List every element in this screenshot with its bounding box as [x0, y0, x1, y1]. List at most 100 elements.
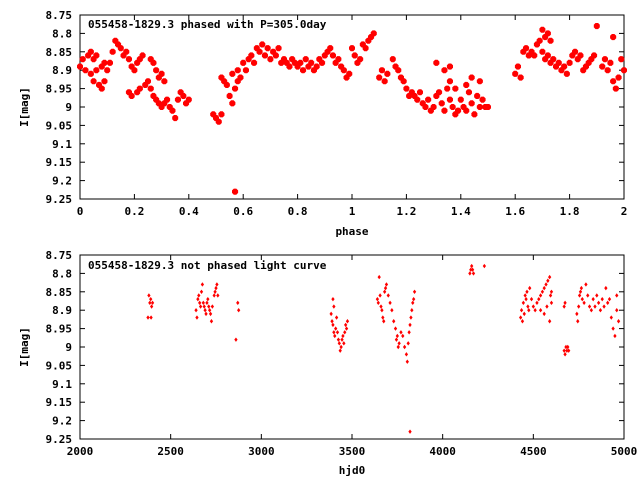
data-point	[602, 304, 606, 309]
data-point	[578, 289, 583, 294]
data-point	[150, 59, 157, 66]
data-point	[408, 429, 412, 434]
data-point	[185, 96, 192, 103]
data-point	[544, 52, 551, 59]
unphased-x-tick-label: 5000	[611, 445, 638, 458]
unphased-x-tick-label: 2500	[157, 445, 184, 458]
data-point	[517, 74, 524, 81]
data-point	[376, 74, 383, 81]
data-point	[213, 289, 217, 294]
data-point	[538, 293, 543, 298]
data-point	[575, 311, 579, 317]
data-point	[548, 293, 553, 298]
data-point	[566, 59, 573, 66]
data-point	[149, 304, 154, 309]
data-point	[147, 293, 151, 298]
data-point	[555, 59, 562, 66]
data-point	[535, 300, 539, 306]
data-point	[441, 107, 448, 114]
phased-y-tick-label: 8.85	[46, 46, 73, 59]
data-point	[468, 74, 475, 81]
data-point	[465, 89, 472, 96]
data-point	[562, 348, 566, 353]
data-point	[349, 45, 355, 52]
data-point	[297, 59, 304, 66]
data-point	[336, 337, 341, 342]
data-point	[604, 285, 608, 291]
phased-y-tick-label: 9.1	[52, 138, 72, 151]
data-point	[601, 56, 608, 63]
phased-axis-ticks: 0 0.2 0.4 0.6 0.8 1 1.2 1.4 1.6 1.8 2 8.75 8.8 8.85 8.…	[46, 9, 628, 218]
data-point	[610, 78, 617, 85]
data-point	[383, 285, 388, 291]
data-point	[514, 63, 521, 70]
phased-plot-panel: 055458-1829.3 phased with P=305.0day pha…	[18, 9, 627, 238]
data-point	[412, 289, 417, 294]
data-point	[607, 59, 614, 66]
unphased-y-tick-label: 9.05	[46, 359, 73, 372]
data-point	[232, 188, 239, 195]
data-point	[417, 89, 423, 96]
data-point	[523, 45, 530, 52]
data-point	[195, 315, 199, 320]
data-point	[147, 85, 154, 92]
data-point	[527, 308, 531, 313]
data-point	[399, 330, 403, 335]
phased-y-tick-label: 9.25	[46, 193, 73, 206]
data-point	[210, 304, 215, 309]
data-point	[537, 296, 541, 302]
data-point	[520, 319, 525, 324]
data-point	[381, 78, 388, 85]
unphased-plot-panel: 055458-1829.3 not phased light curve hjd…	[18, 249, 637, 477]
data-point	[106, 59, 113, 66]
data-point	[338, 348, 342, 353]
data-point	[337, 341, 341, 346]
unphased-axis-ticks: 2000 2500 3000 3500 4000 4500 5000 8.75 8.8 8.85 8…	[46, 249, 638, 458]
data-point	[444, 85, 451, 92]
data-point	[546, 278, 550, 283]
phased-x-tick-label: 1.2	[396, 205, 416, 218]
data-point	[406, 341, 410, 346]
data-point	[87, 48, 94, 55]
data-point	[344, 322, 348, 328]
data-point	[341, 333, 345, 339]
data-point	[596, 300, 601, 306]
phased-y-tick-label: 9.2	[52, 175, 72, 188]
data-point	[611, 326, 615, 331]
data-point	[600, 296, 604, 302]
data-point	[577, 52, 584, 59]
data-point	[331, 296, 335, 302]
data-point	[567, 348, 571, 353]
data-point	[98, 85, 105, 92]
data-point	[547, 37, 554, 44]
data-point	[512, 70, 519, 77]
data-point	[212, 293, 216, 298]
phased-x-axis-label: phase	[335, 225, 368, 238]
data-point	[136, 85, 143, 92]
data-point	[145, 78, 151, 85]
data-point	[123, 48, 130, 55]
data-point	[549, 300, 554, 306]
data-point	[308, 59, 315, 66]
data-point	[397, 341, 401, 346]
data-point	[343, 330, 347, 335]
data-point	[401, 333, 405, 339]
data-point	[531, 304, 535, 309]
data-point	[158, 70, 165, 77]
data-point	[591, 296, 595, 302]
data-point	[207, 304, 211, 309]
data-point	[331, 322, 335, 328]
data-point	[446, 96, 453, 103]
data-point	[214, 285, 218, 291]
unphased-y-tick-label: 8.9	[52, 304, 72, 317]
data-point	[232, 85, 239, 92]
data-point	[198, 304, 203, 309]
data-point	[589, 308, 594, 313]
unphased-y-tick-label: 8.85	[46, 286, 73, 299]
phased-x-tick-label: 1	[349, 205, 356, 218]
phased-x-tick-label: 1.6	[505, 205, 525, 218]
phased-x-tick-label: 0	[77, 205, 84, 218]
unphased-y-tick-label: 9.2	[52, 415, 72, 428]
data-point	[150, 300, 155, 306]
data-point	[402, 344, 407, 350]
